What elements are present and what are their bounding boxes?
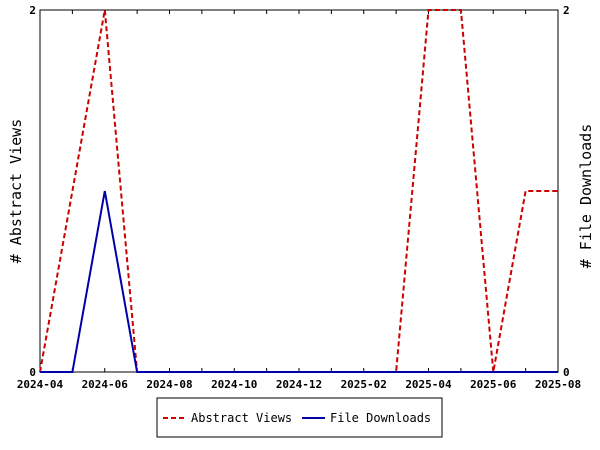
x-tick-label: 2025-02 [341, 378, 387, 391]
y-tick-label: 2 [29, 4, 36, 17]
x-tick-label: 2024-04 [17, 378, 64, 391]
y-axis-title: # Abstract Views [7, 119, 25, 264]
y2-tick-label: 0 [563, 366, 570, 379]
x-tick-label: 2024-12 [276, 378, 322, 391]
x-tick-label: 2024-10 [211, 378, 257, 391]
legend-label: Abstract Views [191, 411, 292, 425]
y-tick-label: 0 [29, 366, 36, 379]
series-line-file-downloads [40, 190, 558, 373]
series-line-abstract-views [39, 9, 558, 373]
x-tick-label: 2025-06 [470, 378, 517, 391]
x-tick-label: 2024-08 [146, 378, 192, 391]
series-layer [39, 9, 558, 373]
legend-label: File Downloads [330, 411, 431, 425]
x-tick-label: 2025-08 [535, 378, 581, 391]
y2-tick-label: 2 [563, 4, 570, 17]
y2-axis-title: # File Downloads [577, 124, 595, 269]
legend: Abstract Views File Downloads [156, 397, 443, 438]
legend-box [156, 397, 443, 438]
x-tick-label: 2025-04 [405, 378, 452, 391]
x-tick-label: 2024-06 [82, 378, 129, 391]
plot-area [39, 9, 559, 373]
